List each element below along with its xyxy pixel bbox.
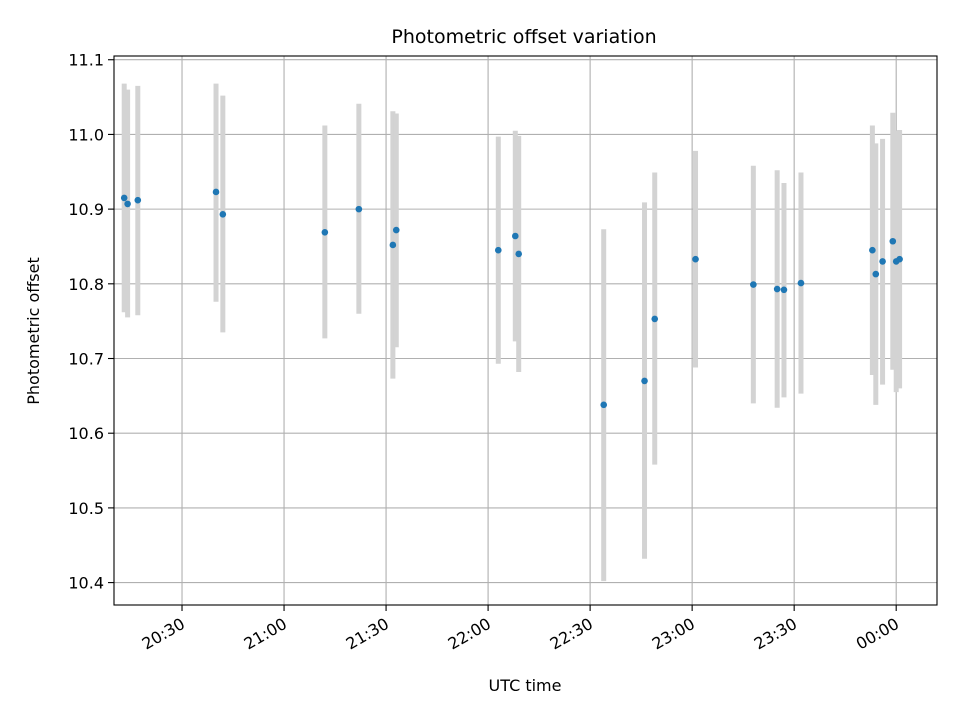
y-axis-ticks: 10.4 10.5 10.6 10.7 10.8 10.9 11.0 11.1 [68,51,114,593]
y-tick-label: 11.0 [68,125,104,144]
data-point [355,205,363,213]
data-point [494,246,502,254]
data-point [219,211,227,218]
y-axis-label: Photometric offset [24,257,43,405]
data-point [797,279,805,287]
data-point [511,232,519,240]
chart-title: Photometric offset variation [391,26,656,48]
x-axis-ticks: 20:30 21:00 21:30 22:00 22:30 23:00 23:30 00:00 [139,605,902,654]
x-tick-label: 23:00 [649,614,698,654]
data-point [692,255,699,263]
x-tick-label: 21:30 [343,614,392,654]
data-point [872,270,880,278]
x-tick-label: 23:30 [751,614,800,654]
x-tick-label: 22:00 [445,614,494,654]
x-axis-label: UTC time [489,676,562,695]
data-point [651,315,659,323]
y-tick-label: 11.1 [68,51,104,70]
data-point [869,246,876,254]
data-point [896,255,903,263]
x-tick-label: 22:30 [547,614,596,654]
y-tick-label: 10.6 [68,424,104,443]
data-point [773,285,781,293]
data-point [879,258,886,265]
data-points [120,188,903,409]
data-point [780,286,788,294]
data-point [750,281,757,288]
data-point [212,188,220,196]
data-point [889,237,897,245]
data-point [389,241,397,249]
data-point [321,228,329,236]
y-tick-label: 10.8 [68,275,104,294]
grid-lines [114,56,937,605]
data-point [134,196,142,204]
data-point [600,401,608,409]
y-tick-label: 10.5 [68,499,104,518]
y-tick-label: 10.4 [68,574,104,593]
data-point [120,194,128,202]
data-point [124,200,131,208]
data-point [515,250,522,258]
data-point [641,377,648,385]
x-tick-label: 20:30 [139,614,188,654]
y-tick-label: 10.7 [68,350,104,369]
plot-frame [113,55,938,606]
x-tick-label: 21:00 [241,614,290,654]
x-tick-label: 00:00 [853,614,902,654]
data-point [392,226,400,234]
y-tick-label: 10.9 [68,200,104,219]
error-bars [121,83,903,582]
